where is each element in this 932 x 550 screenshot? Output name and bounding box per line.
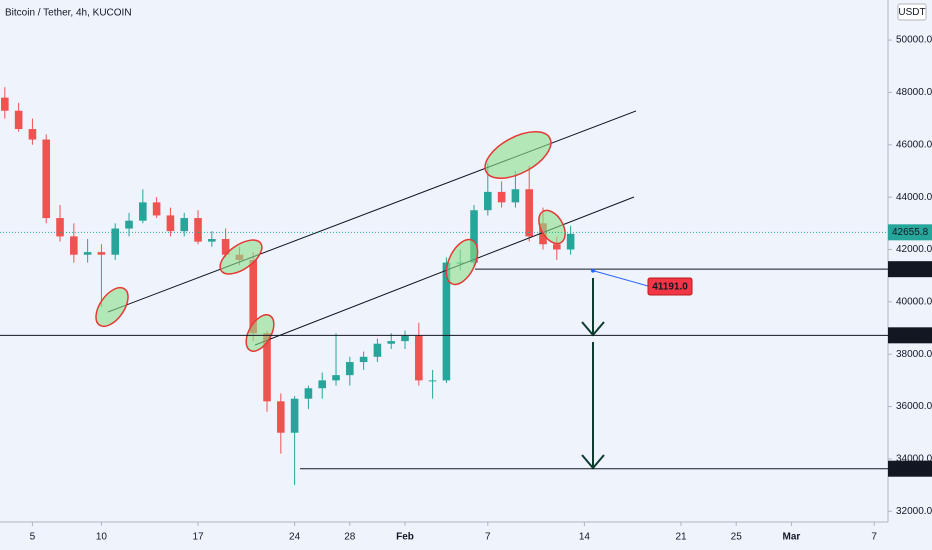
y-tick-label: 40000.0 bbox=[896, 296, 932, 307]
x-tick-label: 17 bbox=[192, 532, 204, 543]
x-tick-label: 5 bbox=[30, 532, 36, 543]
x-tick-label: 14 bbox=[579, 532, 591, 543]
currency-button[interactable] bbox=[897, 3, 927, 21]
x-tick-label: 7 bbox=[871, 532, 877, 543]
x-tick-label: 7 bbox=[485, 532, 491, 543]
candle-body bbox=[125, 220, 133, 229]
candle-body bbox=[428, 380, 437, 382]
candle-body bbox=[387, 341, 396, 344]
level-box bbox=[888, 327, 932, 344]
candle-body bbox=[249, 259, 258, 334]
highlight-ellipse bbox=[245, 314, 275, 352]
candle-body bbox=[97, 252, 106, 255]
candle-body bbox=[28, 129, 37, 140]
candle-body bbox=[442, 262, 451, 381]
y-tick-label: 36000.0 bbox=[896, 401, 932, 412]
candle-body bbox=[56, 218, 64, 237]
candle-body bbox=[484, 191, 492, 211]
y-tick-label: 44000.0 bbox=[896, 192, 932, 203]
candle-body bbox=[42, 139, 51, 219]
arrow-head bbox=[581, 454, 605, 470]
callout-box bbox=[647, 277, 693, 296]
candle-body bbox=[401, 335, 409, 342]
candle-body bbox=[525, 189, 534, 237]
last-price-label: 42655.8 bbox=[892, 227, 929, 238]
candle-body bbox=[194, 218, 202, 242]
chart-title: Bitcoin / Tether, 4h, KUCOIN bbox=[5, 8, 132, 19]
candle-body bbox=[263, 333, 271, 402]
callout-line bbox=[592, 270, 649, 287]
highlight-ellipse bbox=[445, 238, 479, 286]
y-tick-label: 50000.0 bbox=[896, 35, 932, 46]
x-tick-label: 25 bbox=[731, 532, 743, 543]
candle-body bbox=[470, 210, 478, 263]
candle-body bbox=[359, 356, 368, 363]
candle-body bbox=[553, 244, 561, 250]
callout-label: 41191.0 bbox=[652, 282, 688, 293]
level-label: 38721.1 bbox=[892, 330, 929, 341]
y-tick-label: 34000.0 bbox=[896, 454, 932, 465]
highlight-ellipse bbox=[219, 239, 263, 275]
level-label: 33625.8 bbox=[892, 463, 929, 474]
highlight-ellipse bbox=[484, 131, 552, 179]
candle-body bbox=[152, 202, 161, 216]
candle-body bbox=[208, 239, 216, 242]
x-tick-label: Feb bbox=[396, 532, 414, 543]
y-tick-label: 42000.0 bbox=[896, 244, 932, 255]
candle-body bbox=[180, 218, 189, 232]
candle-body bbox=[511, 189, 520, 203]
x-tick-label: 21 bbox=[675, 532, 687, 543]
candle-body bbox=[277, 401, 285, 433]
y-tick-label: 32000.0 bbox=[896, 506, 932, 517]
y-tick-label: 46000.0 bbox=[896, 139, 932, 150]
candle-body bbox=[221, 239, 230, 255]
candle-body bbox=[332, 375, 340, 381]
highlight-ellipse bbox=[95, 286, 129, 328]
candle-body bbox=[70, 236, 78, 255]
y-tick-label: 38000.0 bbox=[896, 349, 932, 360]
candle-body bbox=[139, 202, 147, 221]
highlight-ellipse bbox=[538, 209, 566, 245]
candle-body bbox=[111, 228, 120, 255]
last-price-box bbox=[888, 224, 932, 241]
x-tick-label: 24 bbox=[289, 532, 301, 543]
candle-body bbox=[318, 380, 327, 389]
level-box bbox=[888, 460, 932, 477]
level-label: 41247.7 bbox=[892, 264, 929, 275]
candle-body bbox=[1, 97, 9, 111]
y-tick-label: 48000.0 bbox=[896, 87, 932, 98]
currency-label[interactable]: USDT bbox=[898, 7, 925, 18]
candle-body bbox=[83, 252, 92, 255]
x-tick-label: Mar bbox=[783, 532, 801, 543]
trendline bbox=[254, 196, 635, 346]
candle-body bbox=[290, 398, 299, 433]
candle-body bbox=[566, 233, 575, 250]
candle-body bbox=[415, 335, 423, 381]
x-tick-label: 28 bbox=[344, 532, 356, 543]
x-tick-label: 10 bbox=[96, 532, 108, 543]
level-box bbox=[888, 261, 932, 278]
candle-body bbox=[304, 388, 313, 399]
candle-body bbox=[497, 191, 506, 203]
candle-body bbox=[373, 343, 382, 357]
candle-body bbox=[166, 215, 175, 232]
candle-body bbox=[346, 362, 354, 376]
candle-body bbox=[14, 110, 23, 130]
